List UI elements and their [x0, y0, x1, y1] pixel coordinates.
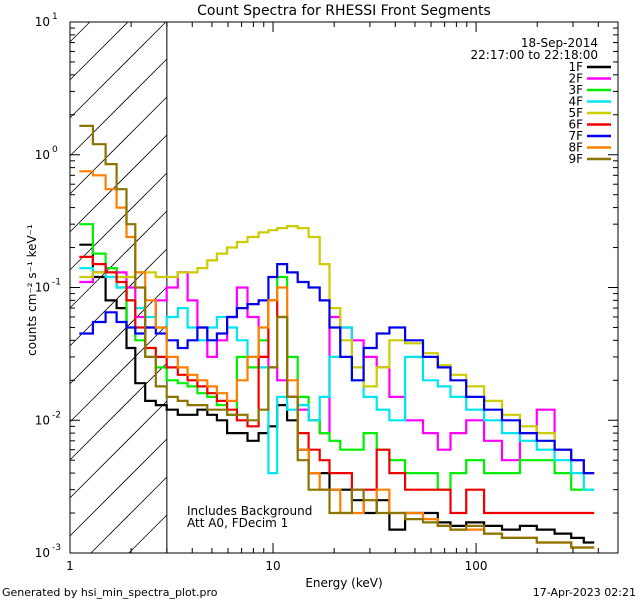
- series-7F-line: [79, 263, 595, 475]
- legend-label-4F: 4F: [568, 95, 583, 109]
- legend-label-5F: 5F: [568, 106, 583, 120]
- legend-label-3F: 3F: [568, 83, 583, 97]
- hatch-line: [69, 286, 168, 385]
- hatch-line: [69, 21, 129, 81]
- annotation-attenuator: Att A0, FDecim 1: [187, 516, 288, 530]
- series-9F-line: [79, 124, 595, 549]
- y-tick-label: 10: [35, 413, 50, 427]
- y-tick-label: 10: [35, 15, 50, 29]
- footer-timestamp: 17-Apr-2023 02:21: [533, 586, 636, 599]
- legend-label-2F: 2F: [568, 72, 583, 86]
- hatch-line: [69, 362, 168, 461]
- hatch-line: [69, 134, 168, 233]
- y-tick-exponent: 0: [52, 145, 58, 155]
- legend-label-8F: 8F: [568, 141, 583, 155]
- x-tick-label: 1: [66, 559, 74, 573]
- hatch-line: [69, 21, 91, 43]
- chart-title: Count Spectra for RHESSI Front Segments: [197, 3, 491, 19]
- y-tick-label: 10: [35, 546, 50, 560]
- hatch-line: [128, 514, 168, 554]
- y-axis-label: counts cm⁻² s⁻¹ keV⁻¹: [25, 224, 39, 356]
- hatch-line: [69, 210, 168, 309]
- x-axis-label: Energy (keV): [305, 576, 382, 590]
- legend-label-7F: 7F: [568, 129, 583, 143]
- hatch-line: [69, 324, 168, 423]
- legend-label-1F: 1F: [568, 60, 583, 74]
- legend-label-9F: 9F: [568, 152, 583, 166]
- hatch-line: [69, 21, 167, 119]
- y-tick-exponent: -1: [52, 278, 61, 288]
- legend-label-6F: 6F: [568, 118, 583, 132]
- y-tick-label: 10: [35, 281, 50, 295]
- hatch-line: [69, 438, 168, 537]
- hatch-line: [90, 476, 168, 554]
- hatch-line: [69, 248, 168, 347]
- y-tick-exponent: -3: [52, 543, 61, 553]
- hatch-line: [69, 96, 168, 195]
- hatch-line: [69, 400, 168, 499]
- y-tick-exponent: 1: [52, 12, 58, 22]
- hatch-line: [69, 58, 168, 157]
- time-range-label: 22:17:00 to 22:18:00: [471, 48, 598, 62]
- series-layer: [79, 124, 595, 549]
- annotation-background: Includes Background: [187, 504, 312, 518]
- date-label: 18-Sep-2014: [521, 36, 598, 50]
- x-tick-label: 10: [265, 559, 280, 573]
- footer-generator: Generated by hsi_min_spectra_plot.pro: [2, 586, 218, 599]
- x-tick-label: 100: [465, 559, 488, 573]
- y-tick-exponent: -2: [52, 410, 61, 420]
- y-tick-label: 10: [35, 148, 50, 162]
- series-1F-line: [79, 243, 595, 544]
- hatch-line: [69, 172, 168, 271]
